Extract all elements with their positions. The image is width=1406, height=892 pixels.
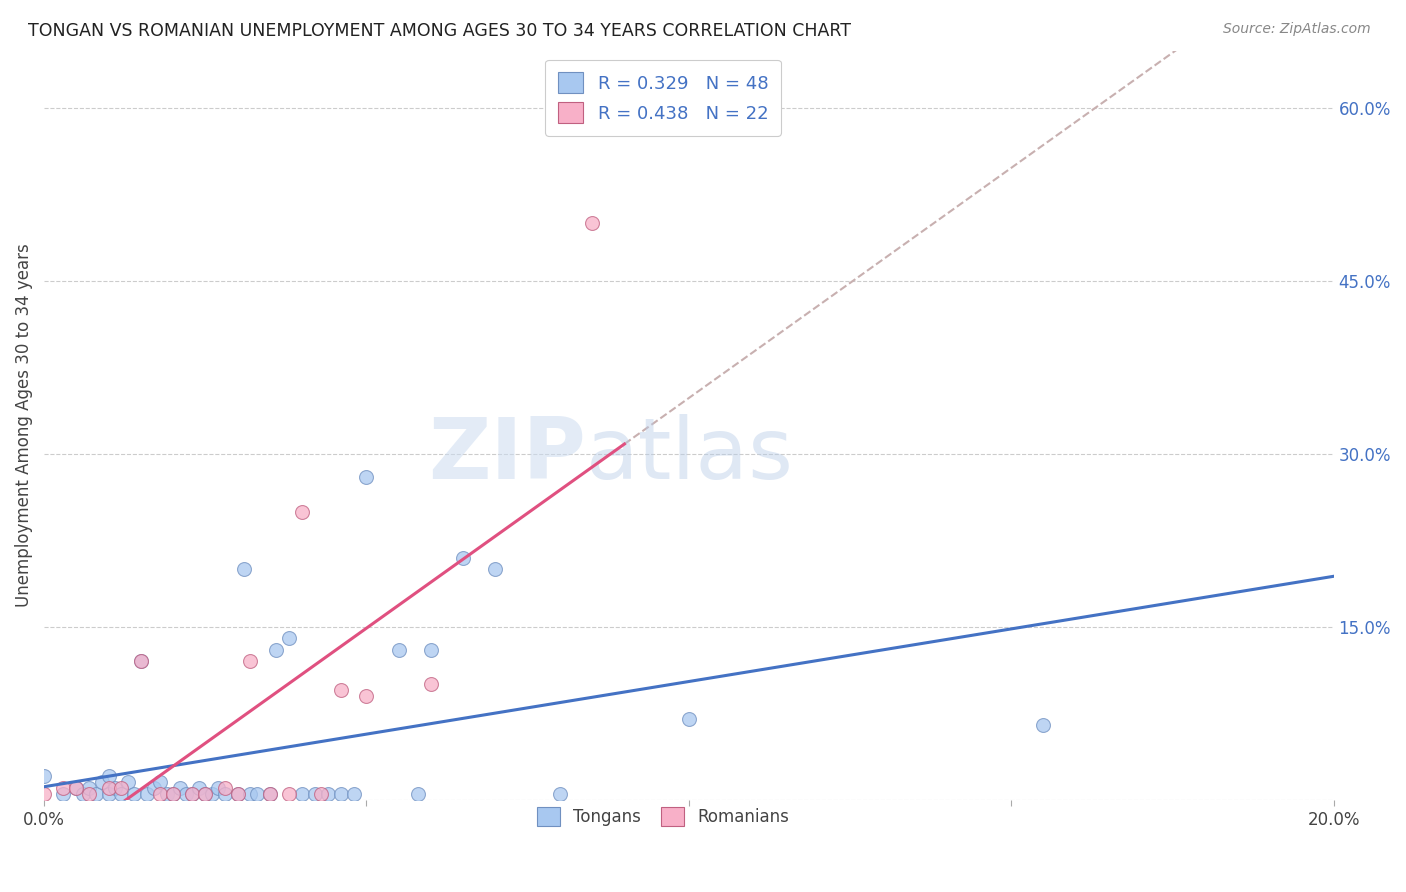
Point	[124, 787, 146, 801]
Point	[329, 683, 352, 698]
Point	[32, 787, 55, 801]
Point	[329, 787, 352, 801]
Point	[162, 787, 184, 801]
Point	[278, 787, 301, 801]
Point	[420, 677, 443, 691]
Point	[97, 769, 120, 783]
Point	[149, 787, 172, 801]
Point	[311, 787, 333, 801]
Point	[1032, 717, 1054, 731]
Point	[97, 787, 120, 801]
Point	[259, 787, 281, 801]
Point	[581, 217, 603, 231]
Point	[187, 780, 209, 795]
Point	[136, 787, 159, 801]
Point	[226, 787, 249, 801]
Point	[207, 780, 229, 795]
Point	[356, 470, 378, 484]
Point	[316, 787, 339, 801]
Y-axis label: Unemployment Among Ages 30 to 34 years: Unemployment Among Ages 30 to 34 years	[15, 244, 32, 607]
Point	[194, 787, 217, 801]
Point	[239, 654, 262, 668]
Text: TONGAN VS ROMANIAN UNEMPLOYMENT AMONG AGES 30 TO 34 YEARS CORRELATION CHART: TONGAN VS ROMANIAN UNEMPLOYMENT AMONG AG…	[28, 22, 851, 40]
Point	[194, 787, 217, 801]
Point	[259, 787, 281, 801]
Point	[91, 775, 114, 789]
Point	[342, 787, 364, 801]
Point	[156, 787, 179, 801]
Point	[181, 787, 204, 801]
Point	[104, 780, 127, 795]
Point	[239, 787, 262, 801]
Point	[214, 780, 236, 795]
Point	[162, 787, 184, 801]
Point	[65, 780, 87, 795]
Point	[129, 654, 152, 668]
Legend: Tongans, Romanians: Tongans, Romanians	[526, 797, 800, 836]
Point	[52, 780, 75, 795]
Text: atlas: atlas	[586, 414, 794, 497]
Point	[678, 712, 700, 726]
Point	[52, 787, 75, 801]
Point	[117, 775, 139, 789]
Point	[110, 787, 132, 801]
Point	[169, 780, 191, 795]
Point	[181, 787, 204, 801]
Point	[110, 780, 132, 795]
Point	[214, 787, 236, 801]
Point	[420, 642, 443, 657]
Point	[484, 562, 506, 576]
Point	[32, 769, 55, 783]
Text: ZIP: ZIP	[427, 414, 586, 497]
Point	[451, 550, 474, 565]
Point	[291, 504, 314, 518]
Point	[65, 780, 87, 795]
Point	[406, 787, 429, 801]
Point	[174, 787, 197, 801]
Point	[77, 780, 100, 795]
Point	[246, 787, 269, 801]
Point	[233, 562, 256, 576]
Text: Source: ZipAtlas.com: Source: ZipAtlas.com	[1223, 22, 1371, 37]
Point	[72, 787, 94, 801]
Point	[548, 787, 571, 801]
Point	[129, 654, 152, 668]
Point	[226, 787, 249, 801]
Point	[278, 632, 301, 646]
Point	[304, 787, 326, 801]
Point	[77, 787, 100, 801]
Point	[142, 780, 165, 795]
Point	[201, 787, 224, 801]
Point	[356, 689, 378, 703]
Point	[97, 780, 120, 795]
Point	[388, 642, 411, 657]
Point	[264, 642, 287, 657]
Point	[149, 775, 172, 789]
Point	[84, 787, 107, 801]
Point	[291, 787, 314, 801]
